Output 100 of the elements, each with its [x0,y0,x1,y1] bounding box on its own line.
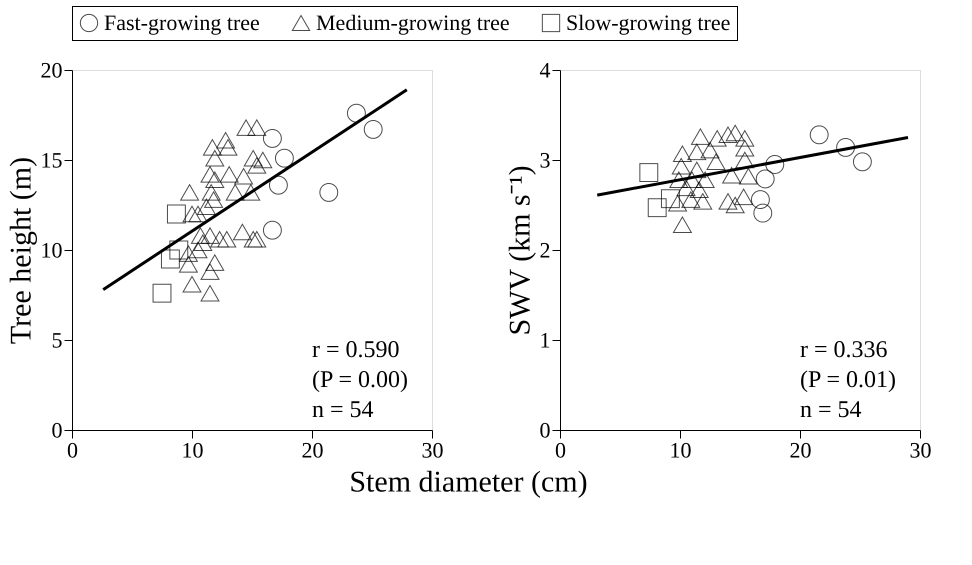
point [734,188,754,206]
point [726,124,745,142]
point [735,140,754,157]
point [268,176,288,195]
x-axis-title: Stem diameter (cm) [349,466,588,498]
point [346,104,366,123]
point [682,172,702,188]
point [244,150,263,166]
point [218,139,238,156]
point [200,263,220,280]
point [200,166,220,183]
point [205,254,224,271]
point [672,158,691,175]
point [216,132,236,148]
point [202,184,221,201]
annotation: r = 0.336 [800,337,888,363]
point [247,157,266,174]
point [204,191,224,208]
y-tick-label: 10 [40,238,62,262]
y-tick-label: 0 [540,418,550,442]
point [706,154,726,170]
point [241,184,260,201]
point [160,250,180,268]
y-tick-label: 20 [40,58,62,82]
x-tick-label: 20 [790,438,812,462]
y-axis-title: Tree height (m) [4,156,38,344]
annotation: r = 0.590 [312,337,400,363]
point [220,166,239,183]
point [700,142,720,158]
point [217,230,236,248]
point [232,224,252,240]
point [648,198,667,218]
point [672,145,692,162]
point [188,206,208,222]
point [178,245,198,262]
x-tick-label: 0 [67,438,78,462]
point [253,152,272,168]
point [681,191,700,208]
y-tick-label: 2 [540,238,550,262]
point [669,172,688,188]
point [226,184,245,201]
point [205,172,224,188]
point [178,256,198,273]
point [810,125,829,144]
point [735,152,754,168]
point [247,119,266,136]
annotation: n = 54 [800,397,862,423]
y-tick-label: 5 [52,328,62,352]
point [180,184,200,201]
annotation: (P = 0.01) [800,367,896,393]
point [765,155,784,174]
y-tick-label: 4 [540,58,550,82]
point [756,169,775,188]
point [234,168,254,184]
point [247,230,266,248]
point [687,144,706,160]
point [708,130,727,147]
point [687,162,706,178]
point [200,284,220,302]
point [718,193,738,210]
point [718,126,738,144]
point [244,230,263,248]
point [696,172,715,188]
x-tick-label: 10 [182,438,204,462]
x-tick-label: 10 [670,438,692,462]
point [319,182,338,202]
point [193,234,212,252]
point [190,227,210,244]
point [726,196,745,214]
y-axis-title: SWV (km s⁻¹) [504,165,536,336]
point [750,190,770,210]
point [660,189,680,208]
y-tick-label: 15 [40,148,62,172]
legend-label: Slow-growing tree [566,10,730,35]
y-tick-label: 0 [52,418,62,442]
point [639,163,658,182]
point [182,276,202,292]
point [205,150,224,166]
point [274,148,294,168]
point [196,198,216,216]
legend-label: Medium-growing tree [316,10,510,35]
point [182,206,202,222]
point [262,220,282,240]
point [836,138,856,157]
annotation: n = 54 [312,397,374,423]
point [236,119,256,136]
point [210,230,230,248]
x-tick-label: 30 [910,438,932,462]
point [262,128,282,148]
point [738,168,758,184]
x-tick-label: 20 [302,438,324,462]
annotation: (P = 0.00) [312,367,408,393]
point [166,204,186,224]
y-tick-label: 3 [540,148,550,172]
point [202,139,222,156]
point [722,167,742,184]
point [852,152,872,172]
point [188,242,208,258]
point [152,284,172,303]
point [735,130,754,147]
